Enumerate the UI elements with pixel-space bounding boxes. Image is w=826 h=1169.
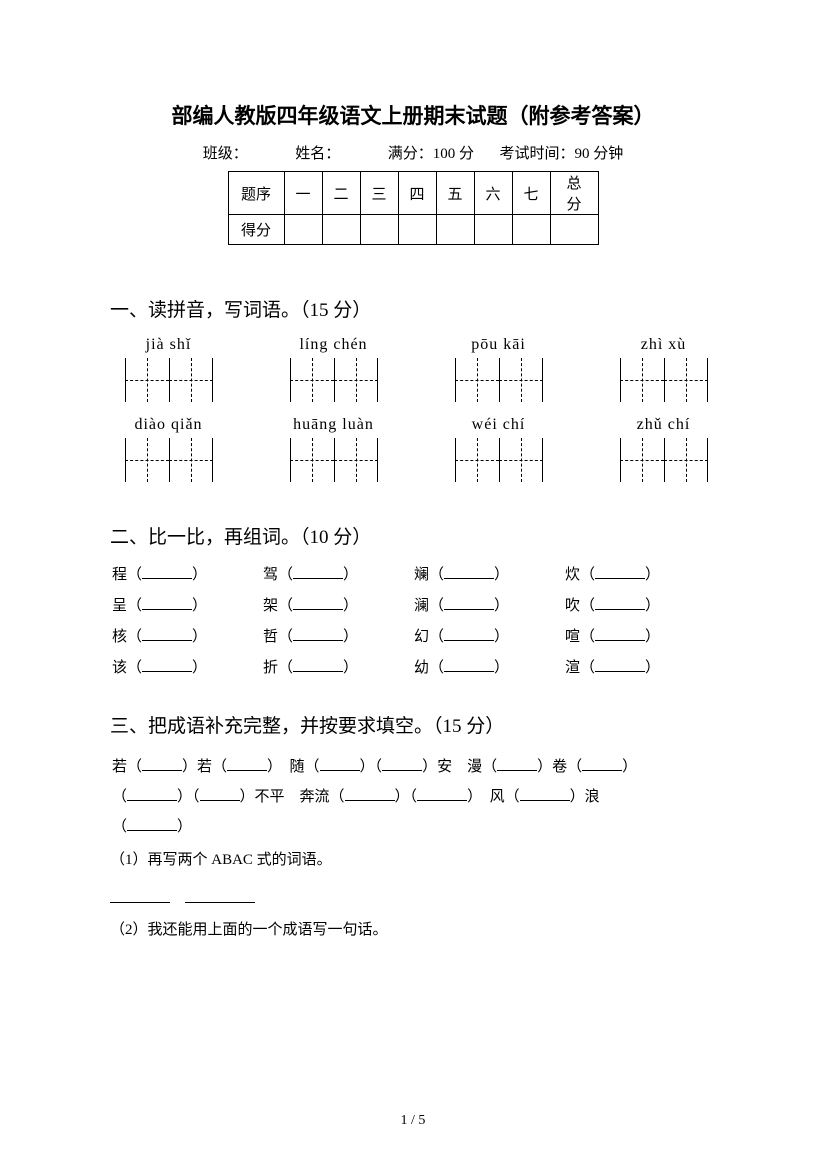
page-footer: 1 / 5 (0, 1113, 826, 1129)
th-col: 三 (360, 172, 398, 215)
td-cell (550, 215, 598, 245)
pinyin-text: jià shǐ (116, 336, 221, 354)
pinyin-text: pōu kāi (446, 336, 551, 354)
tianzi-box (455, 438, 499, 482)
tianzi-pair (281, 438, 386, 482)
pinyin-text: zhì xù (611, 336, 716, 354)
tianzi-box (169, 358, 213, 402)
th-col: 六 (474, 172, 512, 215)
time-label: 考试时间：90 分钟 (500, 142, 624, 163)
q2-item: 吹（） (565, 594, 716, 615)
tianzi-box (125, 438, 169, 482)
td-cell (512, 215, 550, 245)
q3-body: 若（）若（） 随（）（）安 漫（）卷（） （）（）不平 奔流（）（） 风（）浪 … (110, 752, 716, 842)
pinyin-text: líng chén (281, 336, 386, 354)
pinyin-cell: zhì xù (611, 336, 716, 402)
q2-item: 幼（） (414, 656, 565, 677)
pinyin-cell: pōu kāi (446, 336, 551, 402)
pinyin-cell: diào qiǎn (116, 416, 221, 482)
td-cell (474, 215, 512, 245)
tianzi-pair (281, 358, 386, 402)
q2-item: 斓（） (414, 563, 565, 584)
td-cell (322, 215, 360, 245)
q2-item: 幻（） (414, 625, 565, 646)
q2-item: 澜（） (414, 594, 565, 615)
tianzi-box (290, 438, 334, 482)
q2-item: 喧（） (565, 625, 716, 646)
q2-item: 驾（） (263, 563, 414, 584)
section-2-heading: 二、比一比，再组词。（10 分） (110, 522, 716, 549)
tianzi-box (620, 358, 664, 402)
tianzi-box (334, 358, 378, 402)
q3-sub1-blanks (110, 887, 716, 908)
pinyin-cell: zhǔ chí (611, 416, 716, 482)
pinyin-row: jià shǐ líng chén pōu kāi zhì xù (110, 336, 716, 402)
table-row: 题序 一 二 三 四 五 六 七 总分 (228, 172, 598, 215)
th-col: 二 (322, 172, 360, 215)
pinyin-text: huāng luàn (281, 416, 386, 434)
name-label: 姓名： (295, 142, 340, 163)
q2-item: 折（） (263, 656, 414, 677)
tianzi-pair (116, 438, 221, 482)
tianzi-box (664, 358, 708, 402)
tianzi-pair (446, 438, 551, 482)
th-col: 四 (398, 172, 436, 215)
class-label: 班级： (203, 142, 248, 163)
q2-item: 哲（） (263, 625, 414, 646)
th-col: 五 (436, 172, 474, 215)
pinyin-text: wéi chí (446, 416, 551, 434)
pinyin-block: jià shǐ líng chén pōu kāi zhì xù (110, 336, 716, 482)
pinyin-cell: huāng luàn (281, 416, 386, 482)
pinyin-cell: jià shǐ (116, 336, 221, 402)
td-cell (398, 215, 436, 245)
q3-sub2: （2）我还能用上面的一个成语写一句话。 (110, 918, 716, 939)
q2-item: 炊（） (565, 563, 716, 584)
q2-item: 渲（） (565, 656, 716, 677)
tianzi-pair (611, 358, 716, 402)
td-label: 得分 (228, 215, 284, 245)
section-1-heading: 一、读拼音，写词语。（15 分） (110, 295, 716, 322)
tianzi-box (290, 358, 334, 402)
score-table: 题序 一 二 三 四 五 六 七 总分 得分 (228, 171, 599, 245)
td-cell (436, 215, 474, 245)
q2-grid: 程（） 驾（） 斓（） 炊（） 呈（） 架（） 澜（） 吹（） 核（） 哲（） … (110, 563, 716, 677)
tianzi-box (620, 438, 664, 482)
th-label: 题序 (228, 172, 284, 215)
td-cell (284, 215, 322, 245)
th-total: 总分 (550, 172, 598, 215)
pinyin-cell: wéi chí (446, 416, 551, 482)
q2-item: 程（） (112, 563, 263, 584)
th-col: 一 (284, 172, 322, 215)
tianzi-pair (116, 358, 221, 402)
tianzi-box (664, 438, 708, 482)
tianzi-pair (446, 358, 551, 402)
meta-line: 班级： 姓名： 满分：100 分 考试时间：90 分钟 (110, 142, 716, 163)
section-3-heading: 三、把成语补充完整，并按要求填空。（15 分） (110, 711, 716, 738)
tianzi-box (499, 358, 543, 402)
td-cell (360, 215, 398, 245)
tianzi-box (169, 438, 213, 482)
tianzi-box (455, 358, 499, 402)
pinyin-text: zhǔ chí (611, 416, 716, 434)
tianzi-box (334, 438, 378, 482)
pinyin-cell: líng chén (281, 336, 386, 402)
q2-item: 架（） (263, 594, 414, 615)
tianzi-pair (611, 438, 716, 482)
page-title: 部编人教版四年级语文上册期末试题（附参考答案） (110, 100, 716, 130)
pinyin-row: diào qiǎn huāng luàn wéi chí zhǔ chí (110, 416, 716, 482)
q2-item: 核（） (112, 625, 263, 646)
q2-item: 呈（） (112, 594, 263, 615)
pinyin-text: diào qiǎn (116, 416, 221, 434)
q3-sub1: （1）再写两个 ABAC 式的词语。 (110, 848, 716, 869)
tianzi-box (499, 438, 543, 482)
tianzi-box (125, 358, 169, 402)
th-col: 七 (512, 172, 550, 215)
q2-item: 该（） (112, 656, 263, 677)
fullscore-label: 满分：100 分 (388, 142, 474, 163)
table-row: 得分 (228, 215, 598, 245)
